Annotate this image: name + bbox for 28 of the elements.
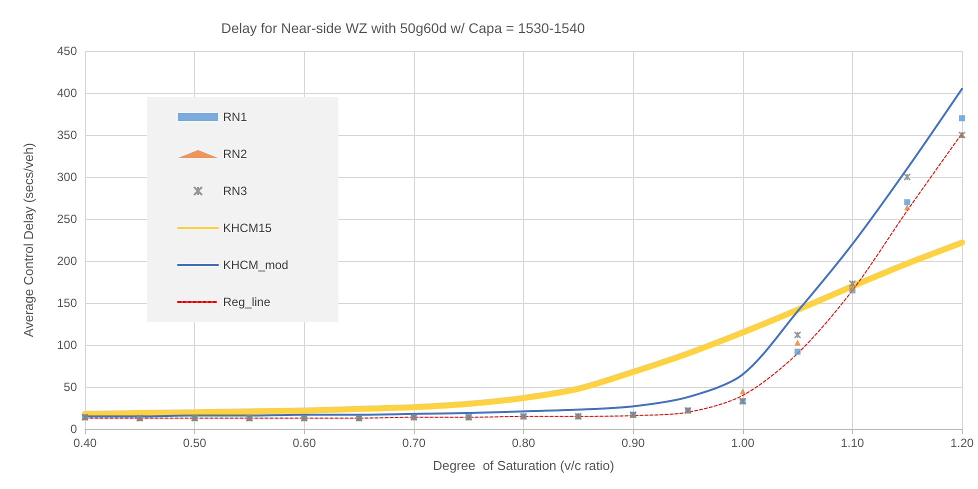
x-tick-label: 0.50 — [182, 436, 207, 450]
x-tick-label: 0.90 — [621, 436, 646, 450]
y-tick-label: 0 — [70, 422, 78, 436]
y-tick-label: 200 — [56, 254, 78, 268]
x-tick-label: 1.00 — [731, 436, 755, 450]
legend-label: RN3 — [223, 184, 248, 198]
legend-label: KHCM15 — [223, 221, 272, 235]
chart-title: Delay for Near-side WZ with 50g60d w/ Capa = 1530-1540 — [221, 20, 586, 36]
y-tick-label: 250 — [56, 212, 78, 226]
legend-label: KHCM_mod — [223, 258, 288, 272]
y-tick-label: 100 — [56, 338, 78, 352]
x-tick-label: 0.70 — [402, 436, 426, 450]
y-tick-label: 400 — [56, 86, 78, 100]
y-tick-label: 50 — [64, 380, 78, 394]
y-tick-label: 300 — [56, 170, 78, 184]
y-tick-label: 150 — [56, 296, 78, 310]
x-tick-label: 1.20 — [950, 436, 974, 450]
x-axis-title: Degree of Saturation (v/c ratio) — [432, 458, 614, 473]
x-tick-label: 0.60 — [292, 436, 316, 450]
legend-label: RN2 — [223, 147, 248, 161]
legend-label: RN1 — [223, 110, 248, 124]
legend-label: Reg_line — [223, 295, 271, 309]
x-tick-label: 0.40 — [73, 436, 97, 450]
y-tick-label: 450 — [56, 44, 78, 58]
y-tick-label: 350 — [56, 128, 78, 142]
y-axis-title: Average Control Delay (secs/veh) — [21, 142, 36, 338]
x-tick-label: 0.80 — [512, 436, 536, 450]
x-tick-label: 1.10 — [840, 436, 864, 450]
